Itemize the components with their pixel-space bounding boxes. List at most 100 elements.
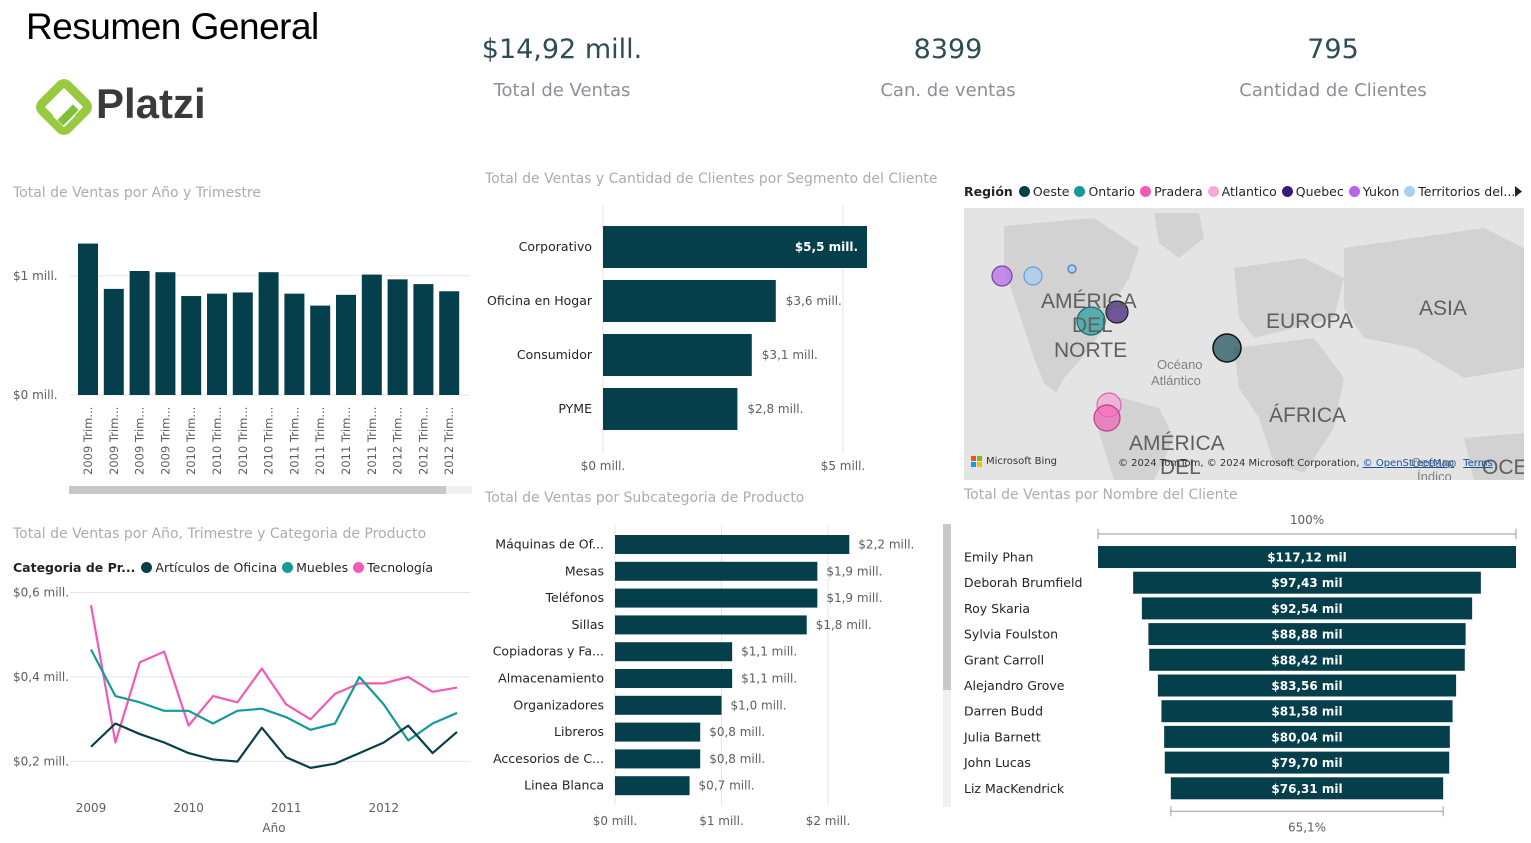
series-line-0 (90, 722, 458, 769)
kpi-cant-ventas-value: 8399 (913, 34, 983, 65)
funnel-bar-9 (1170, 777, 1444, 800)
category-label: Alejandro Grove (964, 678, 1065, 693)
legend-categoria: Categoria de Pr... Artículos de Oficina M… (13, 560, 438, 575)
data-label: $1,1 mill. (741, 645, 797, 659)
legend-next-arrow-icon[interactable] (1513, 185, 1523, 198)
x-tick-label: 2010 (173, 801, 204, 815)
category-label: Libreros (554, 724, 604, 739)
category-label: Teléfonos (545, 590, 605, 605)
legend-item-region-1[interactable]: Ontario (1074, 184, 1135, 199)
category-label: Emily Phan (964, 550, 1033, 565)
map-label-oceano-indico-2: Índico (1417, 469, 1452, 480)
bar-11 (361, 274, 382, 395)
y-tick-label: $0 mill. (13, 388, 58, 402)
legend-item-2[interactable]: Tecnología (353, 560, 433, 575)
bar-4 (615, 642, 733, 662)
x-tick-label: 2010 Trim... (236, 407, 250, 475)
bar-7 (615, 722, 701, 742)
x-tick-label: $5 mill. (821, 459, 866, 473)
legend-label: Oeste (1032, 184, 1070, 199)
legend-label: Atlantico (1221, 184, 1277, 199)
map-bubble-territorios (1023, 266, 1043, 286)
category-label: Deborah Brumfield (964, 575, 1082, 590)
legend-label: Artículos de Oficina (155, 560, 278, 575)
category-label: Máquinas de Of... (495, 537, 604, 552)
funnel-bar-5 (1157, 674, 1457, 697)
legend-item-region-3[interactable]: Atlantico (1207, 184, 1277, 199)
x-tick-label: 2011 Trim... (287, 407, 301, 475)
legend-dot (282, 562, 294, 573)
horizontal-scrollbar-thumb[interactable] (69, 486, 446, 494)
data-label: $92,54 mil (1271, 602, 1342, 616)
data-label: $1,0 mill. (731, 698, 787, 712)
chart-title-anio-trimestre: Total de Ventas por Año y Trimestre (13, 185, 261, 201)
chart-ventas-anio-trimestre: $0 mill. $1 mill. 2009 Trim... 2009 Trim...… (13, 243, 470, 475)
data-label: $2,8 mill. (747, 402, 803, 416)
data-label: $80,04 mil (1271, 730, 1342, 744)
category-label: Roy Skaria (964, 601, 1030, 616)
map-osm-link[interactable]: © OpenStreetMap (1362, 458, 1455, 469)
map-label-america-sur-2: DEL (1160, 456, 1201, 479)
map-label-ocea: OCEA (1482, 456, 1524, 479)
legend-dot (1404, 186, 1416, 197)
map-bubble-ontario (1076, 306, 1106, 336)
data-label: $3,1 mill. (762, 348, 818, 362)
bar-8 (284, 293, 305, 395)
legend-item-region-2[interactable]: Pradera (1140, 184, 1203, 199)
bar-9 (615, 776, 690, 796)
bar-9 (310, 305, 331, 395)
x-tick-label: 2012 Trim... (416, 407, 430, 475)
map-label-asia: ASIA (1419, 297, 1467, 320)
map-label-europa: EUROPA (1266, 310, 1354, 333)
map-copyright-text: © 2024 TomTom, © 2024 Microsoft Corporat… (1118, 458, 1360, 469)
data-label: $1,9 mill. (826, 591, 882, 605)
data-label: $117,12 mil (1267, 551, 1347, 565)
legend-item-region-0[interactable]: Oeste (1018, 184, 1070, 199)
category-label: Darren Budd (964, 704, 1043, 719)
legend-item-0[interactable]: Artículos de Oficina (141, 560, 277, 575)
data-label: $2,2 mill. (858, 538, 914, 552)
vertical-scrollbar-thumb[interactable] (943, 524, 951, 690)
chart-ventas-segmento: $0 mill. $5 mill. Corporativo $5,5 mill. Ofi… (487, 205, 867, 473)
bar-0 (78, 243, 98, 395)
category-label: Consumidor (517, 347, 593, 362)
x-tick-label: 2009 Trim... (158, 407, 172, 475)
category-label: Julia Barnett (963, 729, 1041, 744)
map-copyright: © 2024 TomTom, © 2024 Microsoft Corporat… (1118, 458, 1493, 469)
series-line-2 (89, 604, 458, 744)
legend-item-region-5[interactable]: Yukon (1348, 184, 1400, 199)
map-terms-link[interactable]: Terms (1463, 458, 1493, 469)
legend-label: Yukon (1362, 184, 1400, 199)
bar-14 (439, 291, 460, 395)
bar-2 (129, 271, 150, 395)
x-tick-label: 2009 (76, 801, 107, 815)
funnel-bar-1 (1133, 571, 1481, 594)
bar-3 (603, 388, 738, 430)
x-tick-label: 2010 Trim... (262, 407, 276, 475)
funnel-bar-3 (1148, 623, 1466, 646)
bar-6 (615, 695, 722, 715)
platzi-logo-icon (36, 79, 92, 135)
category-label: PYME (558, 401, 592, 416)
map-region[interactable]: AMÉRICA DEL NORTE EUROPA ASIA ÁFRICA AMÉ… (964, 208, 1524, 480)
data-label: $1,1 mill. (741, 672, 797, 686)
bar-8 (615, 749, 701, 769)
platzi-logo-text: Platzi (96, 80, 206, 127)
funnel-top-percent: 100% (1290, 513, 1324, 527)
bar-7 (258, 272, 279, 395)
legend-label: Pradera (1154, 184, 1203, 199)
x-tick-label: $0 mill. (593, 814, 638, 828)
funnel-bar-4 (1149, 648, 1465, 671)
category-label: Accesorios de C... (493, 751, 604, 766)
bar-3 (155, 272, 176, 395)
legend-label: Ontario (1088, 184, 1136, 199)
bar-2 (615, 588, 818, 608)
legend-label: Muebles (296, 560, 349, 575)
legend-item-region-4[interactable]: Quebec (1281, 184, 1344, 199)
legend-label: Quebec (1295, 184, 1344, 199)
legend-dot (141, 562, 153, 573)
funnel-bar-2 (1141, 597, 1473, 620)
legend-item-region-6[interactable]: Territorios del... (1404, 184, 1515, 199)
bar-12 (387, 279, 408, 395)
legend-item-1[interactable]: Muebles (282, 560, 348, 575)
